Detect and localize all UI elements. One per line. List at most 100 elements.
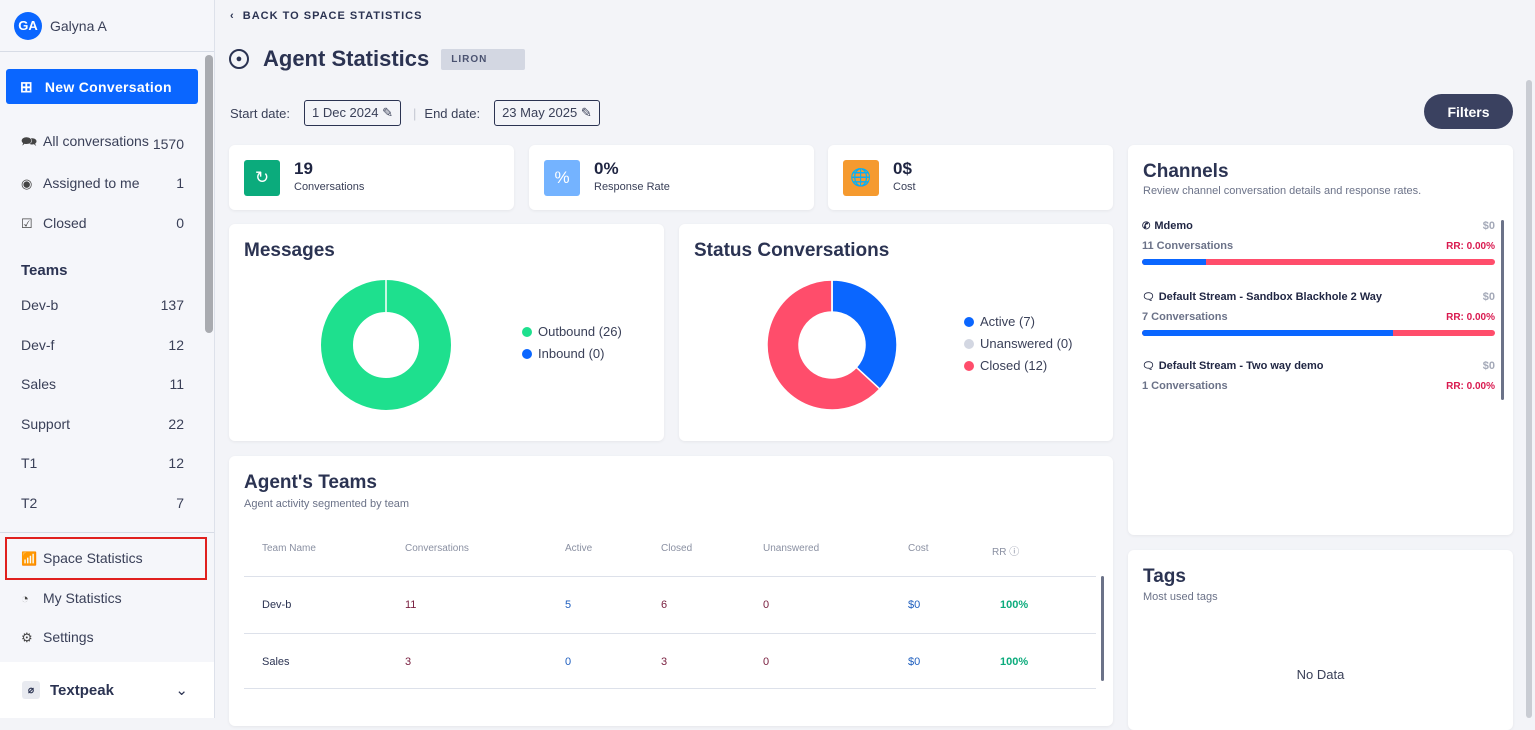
channel-item[interactable]: 🗨 Default Stream - Sandbox Blackhole 2 Wa…	[1142, 291, 1495, 336]
nav-space-statistics[interactable]: 📶 Space Statistics	[0, 546, 205, 570]
nav-label: All conversations	[43, 133, 149, 149]
sms-icon: 🗨	[1142, 291, 1155, 303]
legend-item: Inbound (0)	[522, 346, 622, 361]
bar-chart-icon: 📶	[21, 550, 38, 566]
main-content: ‹ BACK TO SPACE STATISTICS ● Agent Statis…	[215, 0, 1535, 730]
nav-assigned-to-me[interactable]: ◉ Assigned to me 1	[0, 171, 205, 195]
whatsapp-icon: ✆	[1142, 220, 1151, 232]
channel-conversations: 1 Conversations	[1142, 380, 1228, 392]
workspace-logo-icon: ⌀	[22, 681, 40, 699]
messages-card: Messages Outbound (26) Inbound (0)	[229, 224, 664, 441]
channel-rr: RR: 0.00%	[1446, 312, 1495, 323]
status-donut	[767, 280, 897, 410]
filters-button[interactable]: Filters	[1424, 94, 1513, 129]
workspace-name: Textpeak	[50, 681, 114, 699]
legend-item: Outbound (26)	[522, 324, 622, 339]
sidebar-scrollbar[interactable]	[205, 55, 213, 333]
team-item[interactable]: T2 7	[0, 491, 205, 515]
chat-bubbles-icon: 🗪	[21, 134, 38, 149]
team-label: Dev-b	[21, 297, 59, 313]
cell-rr: 100%	[1000, 599, 1029, 611]
channel-cost: $0	[1482, 360, 1495, 372]
workspace-switcher[interactable]: ⌀ Textpeak ⌄	[0, 662, 214, 718]
team-count: 22	[168, 416, 184, 432]
legend-item: Closed (12)	[964, 358, 1073, 373]
no-data-text: No Data	[1296, 667, 1345, 682]
channel-item[interactable]: 🗨 Default Stream - Two way demo $0 1 Conv…	[1142, 360, 1495, 392]
channel-conversations: 7 Conversations	[1142, 311, 1228, 323]
nav-label: Closed	[43, 214, 87, 231]
legend-dot	[964, 360, 974, 371]
nav-closed[interactable]: ☑ Closed 0	[0, 211, 205, 235]
team-item[interactable]: Dev-f 12	[0, 333, 205, 357]
team-count: 11	[169, 376, 184, 392]
channel-item[interactable]: ✆ Mdemo $0 11 Conversations RR: 0.00%	[1142, 220, 1495, 265]
channels-scrollbar[interactable]	[1501, 220, 1504, 400]
column-header: Cost	[908, 543, 929, 554]
cell-unanswered: 0	[763, 656, 770, 668]
kpi-response-rate: % 0% Response Rate	[529, 145, 814, 210]
column-header-rr: RR ⓘ	[992, 543, 1019, 558]
card-title: Messages	[244, 240, 335, 261]
donut-slice[interactable]	[767, 280, 881, 410]
new-conversation-label: New Conversation	[44, 78, 172, 95]
help-icon[interactable]: ⓘ	[1009, 547, 1020, 558]
nav-label: Settings	[43, 628, 94, 645]
team-count: 137	[160, 297, 184, 313]
start-date-value: 1 Dec 2024	[311, 105, 379, 120]
channel-conversations: 11 Conversations	[1142, 240, 1234, 252]
nav-all-conversations[interactable]: 🗪 All conversations 1570	[0, 132, 205, 156]
team-item[interactable]: Support 22	[0, 412, 205, 436]
table-row[interactable]: Dev-b 11 5 6 0 $0 100%	[244, 576, 1096, 632]
start-date-field[interactable]: 1 Dec 2024 ✎	[303, 100, 402, 126]
donut-slice[interactable]	[831, 280, 897, 391]
agent-badge: LIRON	[441, 48, 526, 70]
channel-rr: RR: 0.00%	[1446, 381, 1495, 392]
nav-label: Assigned to me	[43, 174, 140, 191]
title-text: Agent Statistics	[263, 46, 430, 71]
back-label: BACK TO SPACE STATISTICS	[242, 10, 423, 22]
chevron-down-icon: ⌄	[175, 682, 188, 699]
date-range: Start date: 1 Dec 2024 ✎ | End date: 23 …	[230, 100, 610, 126]
bottom-nav	[0, 532, 214, 662]
back-link[interactable]: ‹ BACK TO SPACE STATISTICS	[230, 10, 422, 22]
card-title: Channels	[1143, 161, 1229, 182]
card-title: Status Conversations	[694, 240, 890, 261]
chat-refresh-icon: ↻	[244, 160, 280, 196]
legend-item: Unanswered (0)	[964, 336, 1073, 351]
legend-label: Active (7)	[980, 314, 1035, 329]
team-item[interactable]: T1 12	[0, 451, 205, 475]
column-header: Closed	[661, 543, 693, 554]
nav-count: 1570	[152, 136, 184, 152]
table-row[interactable]: Sales 3 0 3 0 $0 100%	[244, 633, 1096, 689]
pencil-icon: ✎	[580, 105, 592, 120]
cell-closed: 3	[661, 656, 668, 668]
team-item[interactable]: Dev-b 137	[0, 293, 205, 317]
cell-conversations: 3	[405, 656, 412, 668]
kpi-value: 0%	[594, 159, 619, 178]
end-date-field[interactable]: 23 May 2025 ✎	[494, 100, 600, 126]
legend-dot	[522, 326, 532, 337]
bar-fill	[1142, 330, 1393, 336]
cell-rr: 100%	[1000, 656, 1029, 668]
kpi-cost: 🌐 0$ Cost	[828, 145, 1113, 210]
bar-fill	[1142, 259, 1206, 265]
sidebar: GA Galyna A ⊞ New Conversation 🗪 All conve…	[0, 0, 215, 718]
legend-dot	[522, 348, 532, 359]
team-label: T1	[21, 455, 38, 471]
cell-conversations: 11	[405, 599, 417, 611]
start-date-label: Start date:	[230, 105, 290, 121]
nav-my-statistics[interactable]: ◔ My Statistics	[0, 586, 205, 610]
channel-progress-bar	[1142, 259, 1495, 265]
nav-settings[interactable]: ⚙ Settings	[0, 625, 205, 649]
table-scrollbar[interactable]	[1101, 576, 1104, 681]
globe-icon: 🌐	[843, 160, 879, 196]
nav-label: Space Statistics	[43, 549, 143, 566]
new-conversation-button[interactable]: ⊞ New Conversation	[6, 69, 198, 104]
card-title: Agent's Teams	[244, 472, 377, 493]
legend-item: Active (7)	[964, 314, 1073, 329]
legend-label: Unanswered (0)	[980, 336, 1073, 351]
team-item[interactable]: Sales 11	[0, 372, 205, 396]
page-scrollbar[interactable]	[1526, 80, 1532, 718]
user-profile[interactable]: GA Galyna A	[0, 0, 214, 52]
